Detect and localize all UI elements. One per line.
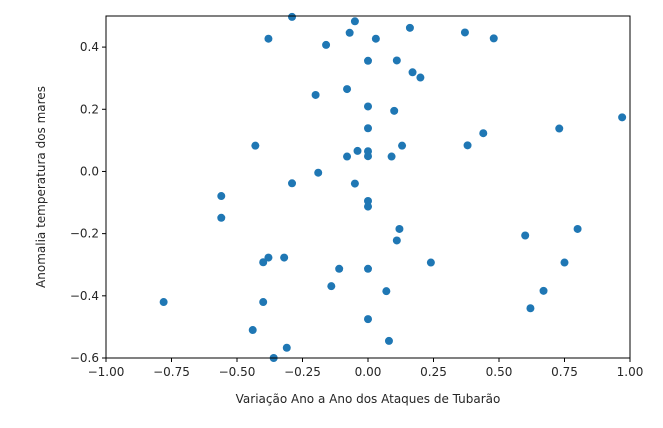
data-point — [463, 141, 472, 150]
data-point — [322, 40, 331, 49]
data-point — [248, 326, 257, 335]
data-point — [526, 304, 535, 313]
data-point — [350, 179, 359, 188]
data-point — [364, 264, 372, 273]
y-tick-label: 0.4 — [80, 40, 99, 54]
data-point — [618, 113, 627, 122]
data-point — [259, 258, 268, 267]
x-axis-ticks: −1.00 −0.75 −0.50 −0.25 0.00 0.25 0.50 0.75 1.00 — [88, 358, 644, 379]
x-tick-label: −0.75 — [153, 365, 190, 379]
data-point — [364, 56, 372, 65]
data-point — [390, 106, 399, 115]
y-tick-label: −0.2 — [70, 227, 99, 241]
data-point — [426, 258, 435, 267]
data-point — [392, 236, 401, 245]
data-point — [384, 336, 393, 345]
data-point — [364, 315, 372, 324]
data-point — [387, 152, 396, 161]
x-axis-label: Variação Ano a Ano dos Ataques de Tubarã… — [236, 392, 501, 406]
plot-area-frame — [105, 15, 631, 359]
data-point — [395, 224, 404, 233]
data-point — [327, 282, 336, 291]
data-point — [311, 90, 320, 99]
y-tick-label: −0.6 — [70, 351, 99, 365]
data-point — [398, 141, 407, 150]
y-tick-label: 0.0 — [80, 164, 99, 178]
data-point — [460, 28, 469, 37]
data-point — [280, 253, 289, 262]
data-point — [555, 124, 564, 133]
data-point — [392, 56, 401, 65]
y-axis-label: Anomalia temperatura dos mares — [34, 86, 48, 288]
data-point — [288, 12, 297, 21]
data-point — [521, 231, 530, 240]
data-point — [288, 179, 297, 188]
data-point — [251, 141, 260, 150]
x-tick-label: −1.00 — [88, 365, 125, 379]
data-point — [217, 213, 226, 222]
x-tick-label: 0.50 — [486, 365, 513, 379]
data-point — [416, 73, 425, 82]
data-point — [364, 196, 372, 205]
data-point — [560, 258, 569, 267]
data-point — [282, 343, 291, 352]
data-point — [264, 34, 273, 43]
data-point — [382, 287, 391, 296]
data-point — [364, 124, 372, 133]
data-point — [489, 34, 498, 43]
scatter-points — [159, 12, 627, 362]
data-point — [408, 68, 417, 77]
y-tick-label: 0.2 — [80, 102, 99, 116]
data-point — [573, 224, 582, 233]
x-tick-label: 0.00 — [355, 365, 382, 379]
x-tick-label: 0.25 — [420, 365, 447, 379]
data-point — [314, 168, 323, 177]
data-point — [371, 34, 380, 43]
data-point — [335, 264, 344, 273]
data-point — [343, 152, 352, 161]
data-point — [539, 286, 548, 295]
data-point — [264, 253, 273, 262]
x-tick-label: 1.00 — [617, 365, 644, 379]
x-tick-label: −0.25 — [284, 365, 321, 379]
data-point — [259, 298, 268, 307]
data-point — [217, 192, 226, 201]
data-point — [353, 146, 362, 155]
data-point — [345, 28, 354, 37]
x-tick-label: −0.50 — [219, 365, 256, 379]
y-tick-label: −0.4 — [70, 289, 99, 303]
data-point — [405, 23, 414, 32]
data-point — [343, 85, 352, 94]
data-point — [159, 298, 168, 307]
x-tick-label: 0.75 — [551, 365, 578, 379]
data-point — [364, 152, 372, 161]
data-point — [364, 202, 372, 211]
data-point — [350, 17, 359, 26]
data-point — [479, 129, 488, 138]
y-axis-ticks: −0.6 −0.4 −0.2 0.0 0.2 0.4 — [70, 40, 106, 365]
data-point — [364, 102, 372, 111]
